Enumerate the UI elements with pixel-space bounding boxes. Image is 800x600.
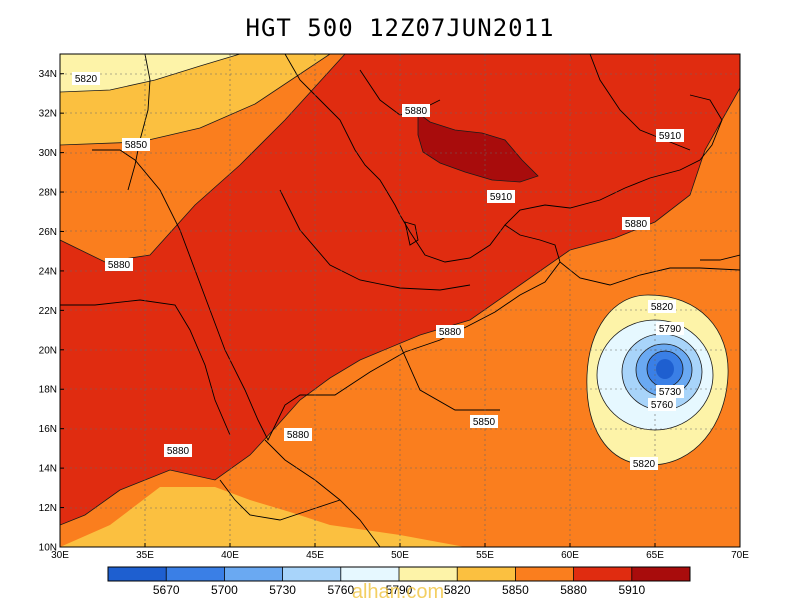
contour-lines — [60, 54, 740, 547]
band-5670 — [656, 359, 674, 379]
lat-tick-label: 14N — [39, 464, 57, 475]
lat-tick-label: 18N — [39, 385, 57, 396]
lat-tick-label: 12N — [39, 503, 57, 514]
lat-tick-label: 28N — [39, 188, 57, 199]
contour-label: 5850 — [122, 138, 150, 151]
svg-text:5880: 5880 — [625, 219, 648, 230]
colorbar-swatch — [399, 567, 458, 581]
colorbar-swatch — [108, 567, 167, 581]
lat-tick-label: 16N — [39, 424, 57, 435]
band-5820-nw — [60, 54, 240, 92]
colorbar-swatch — [631, 567, 691, 581]
longitude-ticks: 30E 35E 40E 45E 50E 55E 60E 65E 70E — [51, 543, 749, 561]
contour-label: 5820 — [72, 72, 100, 85]
contour-label: 5850 — [470, 415, 498, 428]
lat-tick-label: 26N — [39, 227, 57, 238]
colorbar-label: 5730 — [269, 583, 296, 597]
colorbar: 5670 5700 5730 5760 5790 5820 5850 5880 5910 — [107, 566, 691, 597]
colorbar-swatch — [340, 567, 400, 581]
svg-text:5880: 5880 — [108, 260, 131, 271]
lat-tick-label: 32N — [39, 109, 57, 120]
svg-text:5760: 5760 — [651, 400, 674, 411]
lon-tick-label: 45E — [306, 550, 324, 561]
latitude-ticks: 10N 12N 14N 16N 18N 20N 22N 24N 26N 28N 30N 32N 34N — [39, 69, 64, 554]
lon-tick-label: 30E — [51, 550, 69, 561]
svg-text:5850: 5850 — [473, 417, 496, 428]
contour-label: 5910 — [656, 129, 684, 142]
colorbar-label: 5880 — [560, 583, 587, 597]
contour-label: 5730 — [656, 385, 684, 398]
lon-tick-label: 60E — [561, 550, 579, 561]
svg-text:5880: 5880 — [167, 446, 190, 457]
colorbar-label: 5850 — [502, 583, 529, 597]
lon-tick-label: 50E — [391, 550, 409, 561]
colorbar-swatch — [457, 567, 516, 581]
colorbar-label: 5910 — [618, 583, 645, 597]
contour-label: 5880 — [105, 258, 133, 271]
colorbar-swatch — [515, 567, 575, 581]
colorbar-label: 5760 — [327, 583, 354, 597]
contour-label: 5760 — [648, 398, 676, 411]
contour-label: 5880 — [622, 217, 650, 230]
svg-text:5790: 5790 — [659, 324, 682, 335]
contour-label: 5790 — [656, 322, 684, 335]
contour-fields — [60, 54, 740, 547]
colorbar-label: 5700 — [211, 583, 238, 597]
svg-text:5820: 5820 — [633, 459, 656, 470]
svg-text:5880: 5880 — [439, 327, 462, 338]
svg-text:5730: 5730 — [659, 387, 682, 398]
colorbar-label: 5820 — [444, 583, 471, 597]
lat-tick-label: 22N — [39, 306, 57, 317]
map-title: HGT 500 12Z07JUN2011 — [245, 14, 555, 42]
svg-text:5850: 5850 — [125, 140, 148, 151]
lon-tick-label: 40E — [221, 550, 239, 561]
contour-label: 5880 — [402, 104, 430, 117]
svg-text:5910: 5910 — [659, 131, 682, 142]
colorbar-swatch — [224, 567, 284, 581]
colorbar-label: 5670 — [153, 583, 180, 597]
lat-tick-label: 30N — [39, 148, 57, 159]
contour-label: 5910 — [487, 190, 515, 203]
lon-tick-label: 55E — [476, 550, 494, 561]
contour-label: 5880 — [284, 428, 312, 441]
svg-text:5880: 5880 — [405, 106, 428, 117]
coastlines — [60, 54, 740, 547]
contour-label: 5820 — [630, 457, 658, 470]
contour-label: 5820 — [648, 300, 676, 313]
lat-tick-label: 10N — [39, 543, 57, 554]
svg-text:5820: 5820 — [651, 302, 674, 313]
lon-tick-label: 70E — [731, 550, 749, 561]
colorbar-label: 5790 — [386, 583, 413, 597]
watermark-text: alhan.com — [352, 581, 444, 600]
band-above-5910 — [418, 113, 538, 182]
contour-label: 5880 — [164, 444, 192, 457]
lat-tick-label: 20N — [39, 345, 57, 356]
contour-labels: 5820 5850 5880 5910 5910 5880 5880 5880 … — [72, 72, 684, 470]
svg-text:5820: 5820 — [75, 74, 98, 85]
lon-tick-label: 65E — [646, 550, 664, 561]
lon-tick-label: 35E — [136, 550, 154, 561]
svg-text:5880: 5880 — [287, 430, 310, 441]
contour-label: 5880 — [436, 325, 464, 338]
colorbar-swatch — [573, 567, 633, 581]
colorbar-swatch — [166, 567, 225, 581]
lat-tick-label: 24N — [39, 266, 57, 277]
lat-tick-label: 34N — [39, 69, 57, 80]
grid-lines — [60, 54, 740, 547]
colorbar-swatch — [282, 567, 342, 581]
svg-text:5910: 5910 — [490, 192, 513, 203]
